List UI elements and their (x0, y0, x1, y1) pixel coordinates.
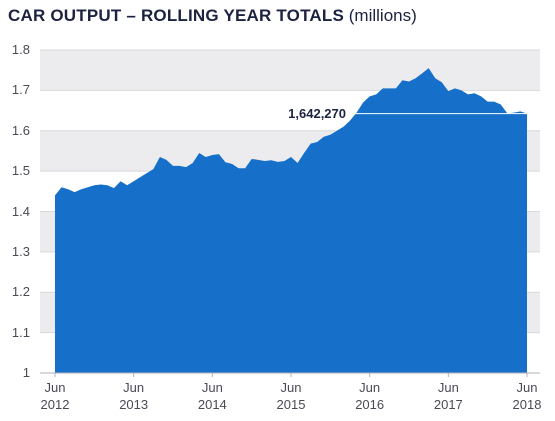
grid-band (40, 50, 540, 91)
x-tick-label: Jun 2014 (197, 380, 227, 412)
chart-subtitle: (millions) (348, 6, 417, 25)
y-tick-label: 1.1 (11, 324, 30, 340)
chart-title: CAR OUTPUT – ROLLING YEAR TOTALS (8, 6, 345, 25)
area (55, 68, 527, 373)
y-tick-label: 1.6 (11, 122, 30, 138)
title-block: CAR OUTPUT – ROLLING YEAR TOTALS (millio… (8, 6, 417, 26)
x-tick-label: Jun 2017 (433, 380, 463, 412)
y-tick-label: 1 (22, 365, 30, 380)
x-tick-label: Jun 2013 (119, 380, 149, 412)
x-tick-label: Jun 2018 (512, 380, 542, 412)
x-tick-label: Jun 2015 (276, 380, 306, 412)
y-tick-label: 1.3 (11, 243, 30, 259)
y-tick-label: 1.8 (11, 42, 30, 57)
x-tick-label: Jun 2016 (355, 380, 385, 412)
annotation: 1,642,270 (288, 105, 346, 121)
x-tick-label: Jun 2012 (40, 380, 70, 412)
y-tick-label: 1.4 (11, 203, 30, 219)
y-tick-label: 1.7 (11, 82, 30, 98)
y-tick-label: 1.2 (11, 284, 30, 300)
y-tick-label: 1.5 (11, 163, 30, 179)
